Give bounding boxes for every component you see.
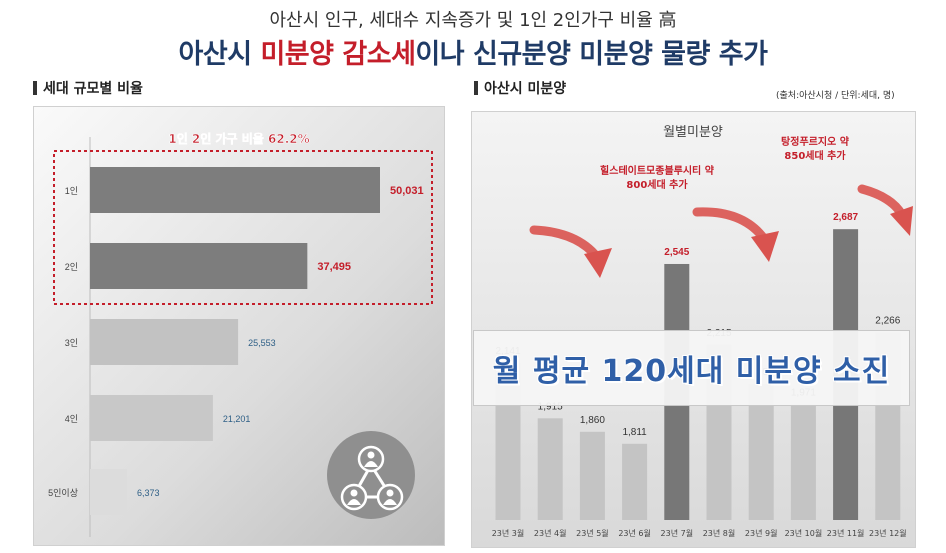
- monthly-bar: [537, 418, 563, 520]
- month-tick-label: 23년 11월: [827, 528, 865, 538]
- left-section-title: 세대 규모별 비율: [33, 78, 143, 98]
- curved-arrow: [857, 184, 913, 236]
- icon-person-body: [364, 461, 378, 467]
- icon-person-head: [350, 489, 358, 497]
- curved-arrow: [692, 207, 779, 262]
- household-bar: [90, 469, 127, 515]
- month-tick-label: 23년 8월: [703, 528, 736, 538]
- hillstate-annotation-line: 힐스테이트모종블루시티 약: [600, 164, 715, 177]
- household-bar: [90, 395, 213, 441]
- icon-node: [357, 445, 385, 473]
- household-bar: [90, 319, 239, 365]
- monthly-bar: [790, 404, 816, 520]
- icon-person-head: [367, 451, 375, 459]
- prugio-annotation-line: 850세대 추가: [784, 149, 846, 162]
- hillstate-annotation: 힐스테이트모종블루시티 약 800세대 추가: [600, 164, 715, 191]
- headline-highlight: 미분양 감소세: [260, 39, 416, 70]
- title-bar-marker: [33, 81, 37, 95]
- curved-arrow-shaft: [857, 184, 907, 220]
- banner-text: 월 평균 120세대 미분양 소진: [492, 354, 891, 389]
- page-headline: 아산시 미분양 감소세이나 신규분양 미분양 물량 추가: [0, 32, 946, 71]
- household-bar: [90, 243, 308, 289]
- month-tick-label: 23년 12월: [869, 528, 907, 538]
- monthly-bar: [622, 443, 648, 520]
- people-network-icon: [327, 431, 415, 519]
- value-label: 6,373: [137, 488, 160, 498]
- curved-arrow-head: [890, 206, 913, 236]
- value-label: 21,201: [223, 414, 251, 424]
- left-section-title-text: 세대 규모별 비율: [43, 81, 143, 97]
- month-tick-label: 23년 5월: [576, 528, 609, 538]
- page-subtitle: 아산시 인구, 세대수 지속증가 및 1인 2인가구 비율 高: [269, 10, 677, 31]
- value-label: 37,495: [317, 261, 351, 273]
- curved-arrow-head: [751, 231, 779, 262]
- curved-arrow-head: [584, 248, 612, 278]
- prugio-annotation-line: 탕정푸르지오 약: [781, 135, 850, 148]
- monthly-bar: [748, 384, 774, 520]
- chart-title: 월별미분양: [663, 125, 723, 140]
- category-label: 4인: [65, 414, 78, 424]
- value-label: 50,031: [390, 185, 424, 197]
- icon-person-body: [347, 499, 361, 505]
- bar-value-label: 1,860: [580, 415, 605, 426]
- source-note: (출처:아산시청 / 단위:세대, 명): [776, 91, 895, 101]
- category-label: 5인이상: [48, 488, 78, 498]
- bar-value-label: 2,266: [875, 315, 900, 326]
- household-size-chart-svg: 1인 50,031 2인 37,495 3인 25,553 4인 21,201 5인이상 6,37…: [48, 131, 433, 537]
- month-tick-label: 23년 7월: [661, 528, 694, 538]
- curved-arrow-shaft: [692, 207, 770, 245]
- monthly-bar: [579, 431, 605, 520]
- icon-person-head: [386, 489, 394, 497]
- month-tick-label: 23년 10월: [785, 528, 823, 538]
- value-label: 25,553: [248, 338, 276, 348]
- right-section-title: 아산시 미분양: [474, 78, 566, 98]
- bar-value-label: 1,915: [538, 401, 563, 412]
- month-tick-label: 23년 3월: [492, 528, 525, 538]
- highlight-dashed-box: [53, 150, 433, 305]
- headline-part2: 이나 신규분양 미분양 물량 추가: [415, 39, 768, 70]
- icon-node: [340, 483, 368, 511]
- category-label: 1인: [65, 186, 78, 196]
- curved-arrow: [529, 225, 612, 278]
- bar-value-label: 2,687: [833, 212, 858, 223]
- hillstate-annotation-line: 800세대 추가: [626, 178, 688, 191]
- headline-part1: 아산시: [178, 39, 261, 70]
- right-section-title-text: 아산시 미분양: [484, 81, 567, 97]
- prugio-annotation: 탕정푸르지오 약 850세대 추가: [781, 135, 850, 162]
- average-absorption-banner: 월 평균 120세대 미분양 소진: [473, 330, 910, 406]
- category-label: 3인: [65, 338, 78, 348]
- household-size-chart: 1인 50,031 2인 37,495 3인 25,553 4인 21,201 5인이상 6,37…: [33, 106, 445, 546]
- icon-person-body: [383, 499, 397, 505]
- ratio-annotation: 1인 2인 가구 비율 62.2%: [168, 131, 309, 146]
- curved-arrow-shaft: [529, 225, 602, 262]
- household-bar: [90, 167, 380, 213]
- month-tick-label: 23년 4월: [534, 528, 567, 538]
- icon-circle-bg: [327, 431, 415, 519]
- category-label: 2인: [65, 262, 78, 272]
- month-tick-label: 23년 9월: [745, 528, 778, 538]
- title-bar-marker: [474, 81, 478, 95]
- bar-value-label: 1,811: [622, 427, 647, 438]
- bar-value-label: 2,545: [664, 247, 689, 258]
- icon-node: [376, 483, 404, 511]
- month-tick-label: 23년 6월: [618, 528, 651, 538]
